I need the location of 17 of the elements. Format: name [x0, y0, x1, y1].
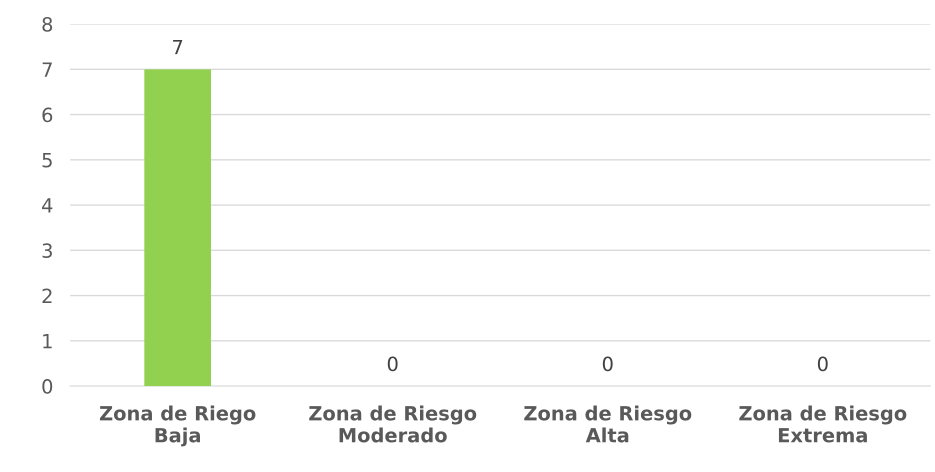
y-tick-label: 5	[42, 153, 52, 168]
data-label: 0	[818, 356, 828, 372]
data-label: 0	[602, 356, 613, 372]
y-tick-label: 2	[42, 288, 52, 303]
y-tick-label: 0	[42, 379, 52, 394]
y-tick-label: 3	[42, 243, 52, 258]
y-tick-label: 6	[42, 108, 52, 122]
y-tick-label: 7	[42, 62, 52, 77]
x-tick-label: Zona de Riesgo Extrema	[739, 406, 906, 443]
y-tick-label: 8	[42, 17, 52, 32]
x-tick-label: Zona de Riego Baja	[100, 406, 256, 446]
data-label: 7	[173, 40, 182, 54]
data-label: 0	[388, 356, 398, 372]
y-tick-label: 1	[43, 334, 52, 348]
x-tick-label: Zona de Riesgo Moderado	[309, 406, 476, 443]
x-tick-label: Zona de Riesgo Alta	[524, 406, 692, 443]
y-tick-label: 4	[42, 198, 52, 212]
